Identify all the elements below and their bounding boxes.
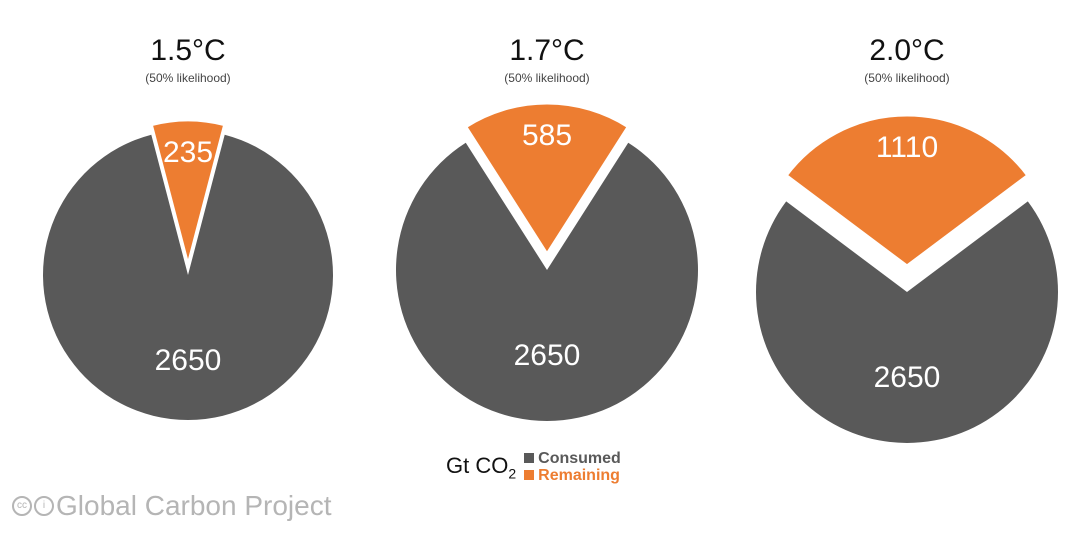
label-consumed: 2650 (514, 339, 581, 372)
slice-remaining (149, 118, 227, 271)
chart-subtitle: (50% likelihood) (145, 71, 230, 85)
slice-consumed (396, 142, 699, 422)
chart-subtitle: (50% likelihood) (504, 71, 589, 85)
slice-consumed (42, 134, 333, 420)
slice-remaining (784, 113, 1030, 268)
legend: Gt CO2 Consumed Remaining (446, 450, 621, 484)
label-remaining: 585 (522, 119, 572, 152)
credit-text: Global Carbon Project (56, 490, 332, 521)
legend-swatch-consumed (524, 453, 535, 463)
unit-label: Gt CO2 (446, 452, 517, 482)
label-remaining: 1110 (876, 131, 938, 164)
legend-remaining: Remaining (524, 467, 621, 484)
chart-title: 1.5°C (150, 34, 225, 67)
label-remaining: 235 (163, 136, 213, 169)
credit: cc i Global Carbon Project (12, 490, 331, 522)
chart-subtitle: (50% likelihood) (864, 71, 949, 85)
chart-title: 2.0°C (869, 34, 944, 67)
slice-remaining (463, 101, 631, 257)
legend-swatch-remaining (524, 470, 535, 480)
label-consumed: 2650 (874, 361, 941, 394)
chart-title: 1.7°C (509, 34, 584, 67)
label-consumed: 2650 (155, 344, 222, 377)
cc-icon: cc (12, 496, 32, 516)
slice-consumed (756, 201, 1058, 443)
legend-consumed: Consumed (524, 450, 621, 467)
attribution-icon: i (34, 496, 54, 516)
